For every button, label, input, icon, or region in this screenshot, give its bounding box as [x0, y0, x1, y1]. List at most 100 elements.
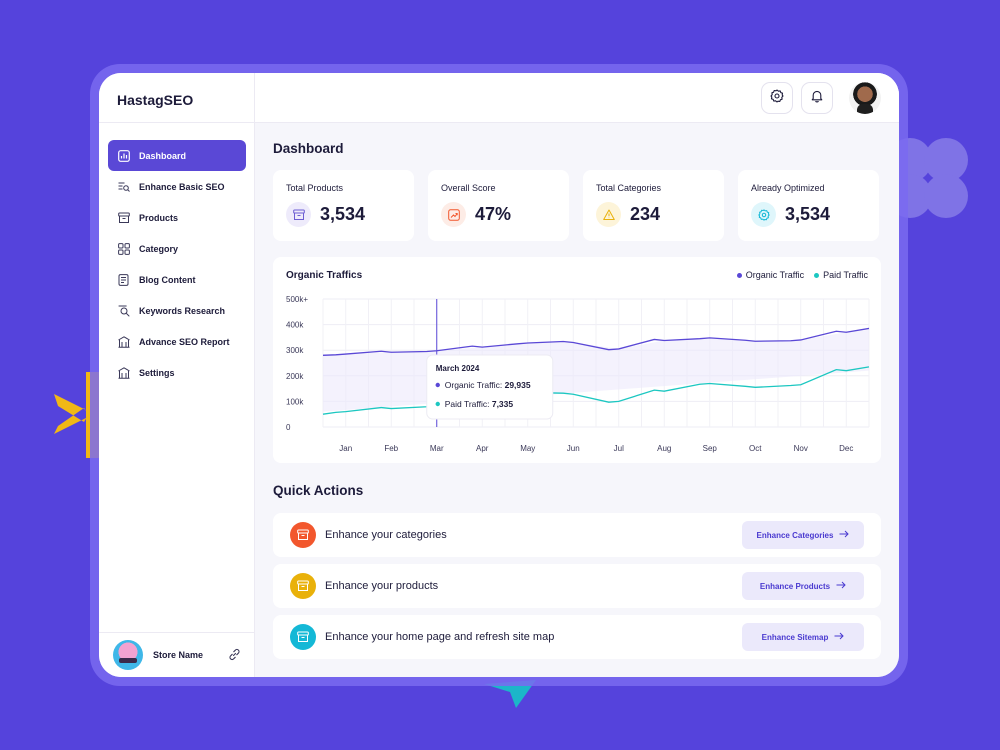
tooltip-box: [426, 354, 554, 420]
x-tick-label: Jan: [339, 444, 352, 453]
stat-label: Overall Score: [441, 183, 496, 193]
x-tick-label: Nov: [794, 444, 808, 453]
topbar: [255, 73, 899, 123]
y-tick-label: 500k+: [286, 295, 308, 304]
tooltip-organic-row: Organic Traffic: 29,935: [445, 380, 531, 390]
quick-action-categories: Enhance your categories Enhance Categori…: [273, 513, 881, 557]
x-tick-label: Aug: [657, 444, 671, 453]
legend-item-paid[interactable]: Paid Traffic: [814, 270, 868, 280]
quick-action-text: Enhance your products: [325, 580, 439, 592]
bell-icon: [810, 89, 824, 108]
enhance-sitemap-button[interactable]: Enhance Sitemap: [742, 623, 864, 651]
sidebar-item-products[interactable]: Products: [108, 202, 246, 233]
y-tick-label: 300k: [286, 346, 304, 355]
x-tick-label: Oct: [749, 444, 762, 453]
document-icon: [118, 273, 130, 286]
stat-label: Already Optimized: [751, 183, 825, 193]
sidebar-item-label: Products: [139, 212, 179, 223]
x-tick-label: Jun: [567, 444, 580, 453]
x-tick-label: Mar: [430, 444, 444, 453]
stat-card-total-products: Total Products 3,534: [273, 170, 414, 241]
trend-icon: [441, 202, 466, 227]
store-name: Store Name: [153, 650, 204, 660]
sidebar-item-category[interactable]: Category: [108, 233, 246, 264]
y-tick-label: 100k: [286, 397, 304, 406]
stat-value: 3,534: [320, 204, 366, 224]
quick-action-sitemap: Enhance your home page and refresh site …: [273, 615, 881, 659]
sidebar-item-label: Dashboard: [139, 150, 187, 161]
page-title: Dashboard: [273, 141, 344, 156]
arrow-right-icon: [834, 632, 845, 642]
stat-card-already-optimized: Already Optimized 3,534: [738, 170, 879, 241]
x-tick-label: Dec: [839, 444, 853, 453]
link-icon[interactable]: [228, 648, 241, 666]
organic-traffic-chart-card: Organic Traffics Organic Traffic Paid Tr…: [273, 257, 881, 463]
sidebar-item-label: Category: [139, 243, 179, 254]
user-avatar[interactable]: [849, 82, 881, 114]
sidebar-item-settings[interactable]: Settings: [108, 357, 246, 388]
chart-title: Organic Traffics: [286, 270, 363, 281]
magnify-icon: [118, 305, 130, 317]
stat-label: Total Categories: [596, 183, 662, 193]
quick-action-products: Enhance your products Enhance Products: [273, 564, 881, 608]
app-logo[interactable]: HastagSEO: [117, 92, 194, 108]
quick-actions-list: Enhance your categories Enhance Categori…: [273, 513, 881, 666]
legend-item-organic[interactable]: Organic Traffic: [736, 270, 804, 280]
x-tick-label: Feb: [384, 444, 398, 453]
main-content: Dashboard Total Products 3,534 Overall S…: [255, 73, 899, 677]
store-switcher[interactable]: Store Name: [99, 632, 255, 677]
enhance-products-button[interactable]: Enhance Products: [742, 572, 864, 600]
x-tick-label: Apr: [476, 444, 489, 453]
series-line-paid: [322, 366, 870, 415]
grid-icon: [118, 242, 130, 255]
settings-button[interactable]: [761, 82, 793, 114]
x-tick-label: Sep: [703, 444, 718, 453]
line-chart[interactable]: 0 100k 200k 300k 400k 500k+ Jan Feb Mar Apr May Jun…: [273, 257, 881, 463]
sidebar-item-dashboard[interactable]: Dashboard: [108, 140, 246, 171]
stat-label: Total Products: [286, 183, 344, 193]
sidebar-item-label: Advance SEO Report: [139, 336, 230, 347]
tooltip-title: March 2024: [436, 364, 480, 373]
stats-row: Total Products 3,534 Overall Score 47% T…: [273, 170, 879, 241]
building-icon: [118, 366, 130, 379]
x-tick-label: Jul: [614, 444, 624, 453]
quick-action-text: Enhance your categories: [325, 529, 447, 541]
store-avatar: [113, 640, 143, 670]
y-tick-label: 400k: [286, 321, 304, 330]
gear-icon: [770, 88, 784, 108]
chart-legend: Organic Traffic Paid Traffic: [736, 270, 868, 280]
gear-icon: [751, 202, 776, 227]
box-icon: [290, 573, 316, 599]
sidebar-item-enhance-basic-seo[interactable]: Enhance Basic SEO: [108, 171, 246, 202]
enhance-categories-button[interactable]: Enhance Categories: [742, 521, 864, 549]
sidebar-item-keywords-research[interactable]: Keywords Research: [108, 295, 246, 326]
box-icon: [290, 624, 316, 650]
tooltip-dot-paid: [435, 401, 440, 407]
sidebar-item-label: Enhance Basic SEO: [139, 181, 225, 192]
series-line-organic: [322, 327, 870, 356]
notifications-button[interactable]: [801, 82, 833, 114]
sidebar-item-label: Keywords Research: [139, 305, 226, 316]
app-window: HastagSEO Dashboard Enhance Basic SEO Pr…: [99, 73, 899, 677]
box-icon: [290, 522, 316, 548]
tooltip-paid-row: Paid Traffic: 7,335: [445, 399, 514, 409]
x-tick-label: May: [520, 444, 535, 453]
arrow-right-icon: [839, 530, 850, 540]
quick-actions-title: Quick Actions: [273, 483, 364, 498]
arrow-right-icon: [836, 581, 846, 591]
stat-card-overall-score: Overall Score 47%: [428, 170, 569, 241]
y-tick-label: 200k: [286, 372, 304, 381]
sidebar-item-blog-content[interactable]: Blog Content: [108, 264, 246, 295]
y-tick-label: 0: [286, 423, 291, 432]
tooltip-dot-organic: [435, 382, 440, 388]
sidebar-item-label: Settings: [139, 367, 175, 378]
building-icon: [118, 335, 130, 348]
decorative-cyan-shape: [484, 680, 536, 708]
sidebar: HastagSEO Dashboard Enhance Basic SEO Pr…: [99, 73, 255, 677]
box-icon: [286, 202, 311, 227]
quick-action-text: Enhance your home page and refresh site …: [325, 631, 555, 643]
box-icon: [118, 212, 130, 224]
divider: [99, 122, 255, 123]
stat-card-total-categories: Total Categories 234: [583, 170, 724, 241]
sidebar-item-advance-seo-report[interactable]: Advance SEO Report: [108, 326, 246, 357]
